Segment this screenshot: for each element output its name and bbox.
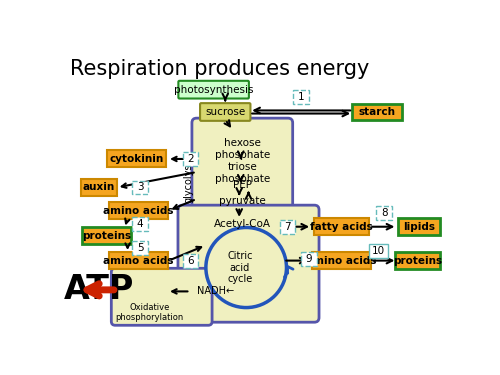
FancyBboxPatch shape bbox=[109, 252, 168, 269]
Text: 10: 10 bbox=[372, 246, 386, 256]
FancyBboxPatch shape bbox=[132, 242, 148, 255]
Text: 6: 6 bbox=[187, 256, 194, 266]
Text: Oxidative
phosphorylation: Oxidative phosphorylation bbox=[115, 303, 184, 322]
Text: 1: 1 bbox=[298, 92, 304, 102]
Text: starch: starch bbox=[358, 107, 396, 117]
FancyBboxPatch shape bbox=[200, 103, 250, 121]
Text: proteins: proteins bbox=[393, 256, 442, 266]
FancyBboxPatch shape bbox=[280, 220, 295, 234]
Text: 2: 2 bbox=[187, 154, 194, 164]
Text: PEP: PEP bbox=[233, 180, 252, 190]
Text: sucrose: sucrose bbox=[205, 107, 246, 117]
Text: triose
phosphate: triose phosphate bbox=[214, 162, 270, 184]
FancyBboxPatch shape bbox=[301, 252, 316, 266]
FancyBboxPatch shape bbox=[352, 104, 402, 120]
FancyBboxPatch shape bbox=[312, 252, 371, 269]
Text: amino acids: amino acids bbox=[306, 256, 377, 266]
FancyBboxPatch shape bbox=[192, 118, 292, 242]
Text: pyruvate: pyruvate bbox=[219, 196, 266, 206]
FancyBboxPatch shape bbox=[376, 206, 392, 220]
Circle shape bbox=[206, 228, 286, 308]
Text: photosynthesis: photosynthesis bbox=[174, 85, 254, 94]
Text: glycolysis: glycolysis bbox=[184, 156, 194, 203]
FancyBboxPatch shape bbox=[132, 180, 148, 194]
Text: 7: 7 bbox=[284, 222, 290, 232]
Text: 9: 9 bbox=[306, 254, 312, 264]
FancyBboxPatch shape bbox=[294, 90, 309, 104]
Text: amino acids: amino acids bbox=[103, 256, 174, 266]
Text: hexose
phosphate: hexose phosphate bbox=[214, 138, 270, 160]
FancyBboxPatch shape bbox=[182, 152, 198, 166]
FancyBboxPatch shape bbox=[112, 268, 212, 325]
FancyBboxPatch shape bbox=[178, 205, 319, 322]
FancyBboxPatch shape bbox=[109, 202, 168, 219]
Text: auxin: auxin bbox=[83, 183, 115, 192]
FancyBboxPatch shape bbox=[178, 81, 249, 99]
FancyBboxPatch shape bbox=[132, 217, 148, 231]
Text: cytokinin: cytokinin bbox=[109, 154, 163, 164]
FancyBboxPatch shape bbox=[82, 228, 132, 244]
FancyBboxPatch shape bbox=[314, 218, 370, 235]
FancyBboxPatch shape bbox=[81, 179, 117, 196]
FancyBboxPatch shape bbox=[395, 252, 440, 269]
FancyBboxPatch shape bbox=[182, 254, 198, 267]
Text: 4: 4 bbox=[136, 219, 143, 229]
Text: Acetyl-CoA: Acetyl-CoA bbox=[214, 219, 271, 229]
Text: amino acids: amino acids bbox=[103, 206, 174, 216]
FancyBboxPatch shape bbox=[106, 150, 166, 167]
Text: lipids: lipids bbox=[403, 222, 435, 232]
FancyBboxPatch shape bbox=[370, 244, 388, 258]
Text: 3: 3 bbox=[136, 183, 143, 192]
Text: 8: 8 bbox=[381, 208, 388, 218]
Text: Respiration produces energy: Respiration produces energy bbox=[70, 59, 370, 79]
Text: Citric
acid
cycle: Citric acid cycle bbox=[227, 251, 252, 284]
Text: ATP: ATP bbox=[64, 273, 134, 306]
FancyBboxPatch shape bbox=[398, 218, 440, 235]
Text: 5: 5 bbox=[136, 243, 143, 253]
Text: fatty acids: fatty acids bbox=[310, 222, 373, 232]
Text: NADH←: NADH← bbox=[196, 286, 234, 296]
Text: proteins: proteins bbox=[82, 231, 131, 241]
